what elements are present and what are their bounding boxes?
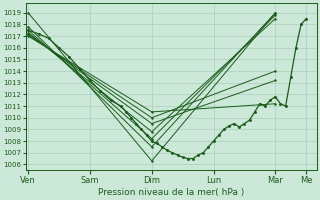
X-axis label: Pression niveau de la mer( hPa ): Pression niveau de la mer( hPa ) [98,188,244,197]
